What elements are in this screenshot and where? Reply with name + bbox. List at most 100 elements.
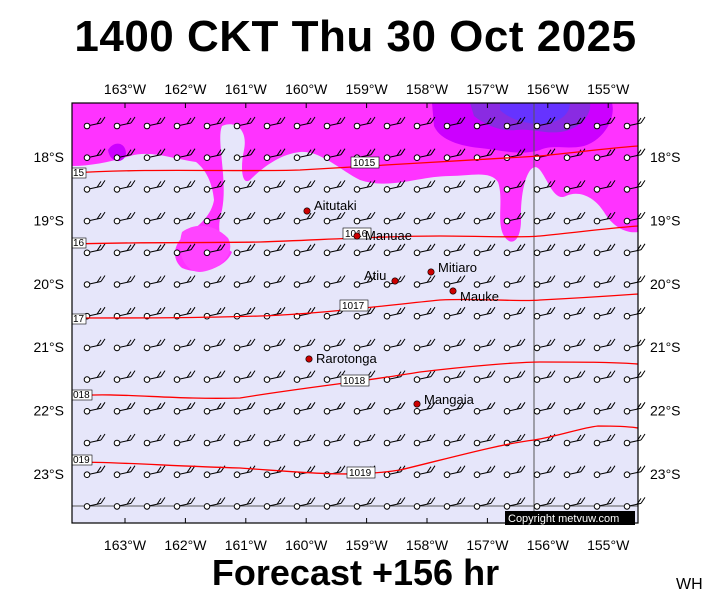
town-marker (305, 355, 313, 363)
wind-barb (203, 148, 226, 161)
wind-barb (293, 211, 316, 225)
wind-barb (113, 211, 136, 225)
wind-barb (503, 275, 526, 288)
wind-barb (113, 275, 136, 288)
wind-barb (623, 402, 646, 415)
wind-barbs (83, 116, 646, 510)
place-label: Mangaia (424, 392, 475, 407)
wind-barb (623, 338, 646, 352)
wind-barb (323, 211, 346, 225)
wind-barb (563, 370, 586, 383)
wind-barb (503, 211, 526, 225)
wind-barb (323, 243, 346, 257)
wind-barb (233, 433, 256, 447)
wind-barb (83, 211, 106, 225)
wind-barb (413, 402, 436, 415)
wind-barb (263, 211, 286, 225)
isobars: 10151510161610171710180181019019 (71, 145, 639, 479)
wind-barb (263, 148, 286, 161)
wind-barb (113, 338, 136, 352)
wind-barb (203, 338, 226, 352)
wind-barb (383, 116, 406, 130)
wind-barb (293, 116, 316, 130)
wind-barb (623, 148, 646, 161)
latitude-label-left: 21°S (33, 339, 64, 355)
place-label: Mauke (460, 289, 499, 304)
isobar-label-box (346, 466, 376, 479)
place-label: Aitutaki (314, 198, 357, 213)
wind-barb (383, 402, 406, 415)
isobar-edge-label: 16 (73, 238, 85, 249)
wind-barb (173, 338, 196, 352)
wind-barb (443, 370, 466, 383)
wind-barb (113, 465, 136, 479)
wind-barb (563, 275, 586, 288)
wind-barb (143, 402, 166, 415)
longitude-label-top: 161°W (225, 81, 268, 97)
wind-barb (593, 433, 616, 447)
wind-barb (593, 243, 616, 257)
wind-barb (203, 116, 226, 130)
wind-barb (113, 497, 136, 510)
wind-barb (353, 211, 376, 225)
isobar-1017: 1017 17 (71, 293, 639, 325)
wind-barb (83, 243, 106, 257)
wind-barb (593, 148, 616, 161)
wind-barb (503, 433, 526, 447)
wind-barb (83, 465, 106, 479)
map-title: 1400 CKT Thu 30 Oct 2025 (74, 12, 637, 61)
isobar-label-box (339, 299, 369, 312)
wind-barb (533, 338, 556, 352)
wind-barb (113, 402, 136, 415)
wind-barb (533, 497, 556, 510)
wind-barb (143, 370, 166, 383)
wind-barb (383, 275, 406, 288)
wind-barb (593, 370, 616, 383)
wind-barb (473, 116, 496, 130)
wind-barb (413, 465, 436, 479)
wind-barb (443, 243, 466, 257)
wind-barb (563, 497, 586, 510)
wind-barb (593, 211, 616, 225)
wind-barb (173, 180, 196, 193)
wind-barb (83, 497, 106, 510)
wind-barb (263, 116, 286, 130)
wind-barb (623, 497, 646, 510)
wind-barb (563, 116, 586, 130)
wind-barb (203, 275, 226, 288)
wind-barb (143, 211, 166, 225)
isobar-label: 1018 (343, 376, 366, 387)
wind-barb (353, 497, 376, 510)
wind-barb (173, 433, 196, 447)
longitude-label-bottom: 160°W (285, 537, 328, 552)
wind-barb (113, 370, 136, 383)
place-atiu: Atiu (364, 268, 399, 285)
wind-barb (173, 275, 196, 288)
wind-barb (623, 433, 646, 447)
wind-barb (233, 243, 256, 257)
wind-barb (263, 433, 286, 447)
wind-barb (563, 211, 586, 225)
wind-barb (323, 497, 346, 510)
town-marker (449, 287, 457, 295)
isobar-1019: 1019 019 (71, 425, 639, 479)
wind-barb (473, 243, 496, 257)
wind-barb (143, 433, 166, 447)
wind-barb (263, 370, 286, 383)
wind-barb (293, 370, 316, 383)
longitude-label-bottom: 162°W (164, 537, 207, 552)
wind-barb (203, 180, 226, 193)
wind-barb (623, 180, 646, 193)
wind-barb (143, 338, 166, 352)
wind-barb (503, 465, 526, 479)
latitude-labels-right: 18°S 19°S 20°S 21°S 22°S 23°S (650, 149, 681, 482)
wind-barb (383, 306, 406, 320)
wind-barb (533, 465, 556, 479)
town-marker (303, 207, 311, 215)
wind-barb (323, 148, 346, 161)
latitude-label-right: 23°S (650, 466, 681, 482)
wind-barb (563, 180, 586, 193)
wind-barb (233, 402, 256, 415)
wind-barb (563, 465, 586, 479)
wind-barb (503, 180, 526, 193)
